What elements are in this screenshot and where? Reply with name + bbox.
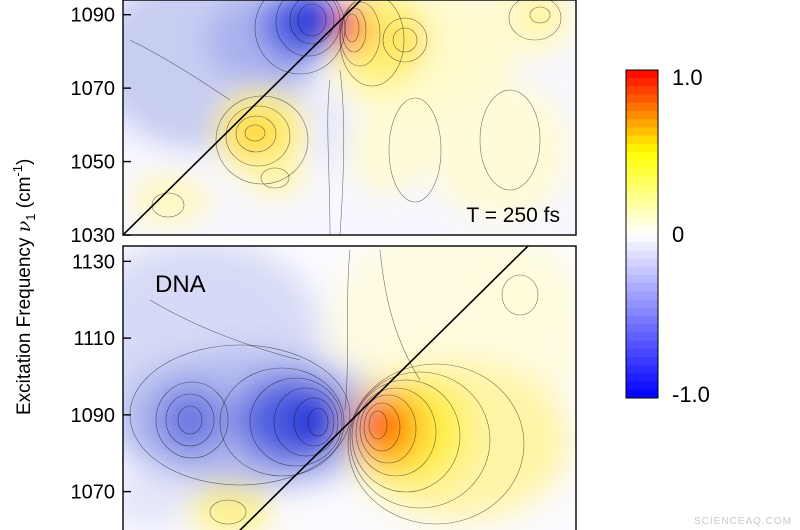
bottom-diagonal-line (238, 246, 529, 530)
colorbar-step (626, 275, 658, 284)
colorbar-step (626, 152, 658, 161)
colorbar-step (626, 78, 658, 87)
top-y-tick-label: 1050 (71, 152, 116, 174)
colorbar-step (626, 94, 658, 104)
colorbar-step (626, 168, 658, 178)
bottom-contour-lines (129, 249, 539, 525)
colorbar-step (626, 316, 658, 325)
colorbar-step (626, 340, 658, 350)
colorbar-step (626, 332, 658, 342)
colorbar-step (626, 389, 658, 399)
colorbar-step (626, 242, 658, 251)
bottom-y-tick-label: 1090 (71, 405, 116, 427)
bottom-y-ticks: 1130 1110 1090 1070 (71, 251, 131, 504)
top-y-tick-label: 1090 (71, 5, 116, 27)
colorbar-step (626, 348, 658, 358)
panel-label-dna: DNA (155, 271, 206, 298)
colorbar-step (626, 127, 658, 137)
watermark: SCIENCEAQ.COM (694, 516, 792, 527)
colorbar-step (626, 299, 658, 309)
top-annotation: T = 250 fs (466, 204, 560, 227)
colorbar-step (626, 143, 658, 153)
colorbar-steps (626, 70, 658, 399)
y-axis-label-unit: (cm (14, 177, 35, 214)
colorbar-step (626, 209, 658, 219)
colorbar-step (626, 357, 658, 366)
y-axis-label-main: Excitation Frequency (14, 237, 35, 415)
bottom-panel-frame (122, 245, 577, 530)
y-axis-label-nu: ν (13, 220, 35, 232)
y-axis-label-sub: 1 (23, 214, 38, 221)
colorbar-step (626, 291, 658, 301)
colorbar-step (626, 111, 658, 120)
colorbar-step (626, 373, 658, 383)
colorbar-max-label: 1.0 (672, 65, 703, 90)
bottom-y-tick-label: 1070 (71, 482, 116, 504)
top-panel: 1090 1070 1050 1030 T = 250 fs (71, 0, 577, 247)
top-panel-frame (122, 0, 577, 236)
colorbar-mid-label: 0 (672, 222, 684, 247)
top-contour-lines (129, 0, 562, 235)
colorbar-step (626, 258, 658, 268)
colorbar-step (626, 307, 658, 317)
colorbar-step (626, 225, 658, 235)
colorbar-step (626, 160, 658, 169)
colorbar-step (626, 70, 658, 79)
colorbar-frame (625, 69, 659, 399)
y-axis-label-close: ) (14, 159, 35, 165)
colorbar-step (626, 283, 658, 292)
colorbar-step (626, 135, 658, 145)
colorbar-step (626, 266, 658, 276)
top-y-tick-label: 1070 (71, 78, 116, 100)
colorbar-step (626, 102, 658, 112)
colorbar-step (626, 119, 658, 128)
bottom-panel: 1130 1110 1090 1070 DNA (71, 245, 577, 530)
top-heatmap (123, 0, 575, 235)
colorbar-step (626, 234, 658, 243)
colorbar-step (626, 217, 658, 227)
top-diagonal-line (123, 0, 363, 235)
colorbar-step (626, 324, 658, 333)
colorbar-step (626, 381, 658, 391)
colorbar-step (626, 176, 658, 186)
y-axis-label-sup: -1 (10, 165, 25, 177)
colorbar-min-label: -1.0 (672, 382, 710, 407)
top-y-tick-label: 1030 (71, 225, 116, 247)
colorbar-step (626, 184, 658, 194)
colorbar-step (626, 193, 658, 202)
colorbar-step (626, 86, 658, 96)
bottom-y-tick-label: 1130 (72, 251, 115, 273)
y-axis-label: Excitation Frequency ν1 (cm-1) (10, 159, 38, 415)
colorbar-step (626, 201, 658, 210)
colorbar-step (626, 250, 658, 260)
colorbar-step (626, 365, 658, 374)
top-y-ticks: 1090 1070 1050 1030 (71, 5, 131, 247)
colorbar: 1.0 0 -1.0 (625, 65, 710, 407)
bottom-heatmap (123, 246, 576, 530)
bottom-y-tick-label: 1110 (73, 328, 115, 350)
